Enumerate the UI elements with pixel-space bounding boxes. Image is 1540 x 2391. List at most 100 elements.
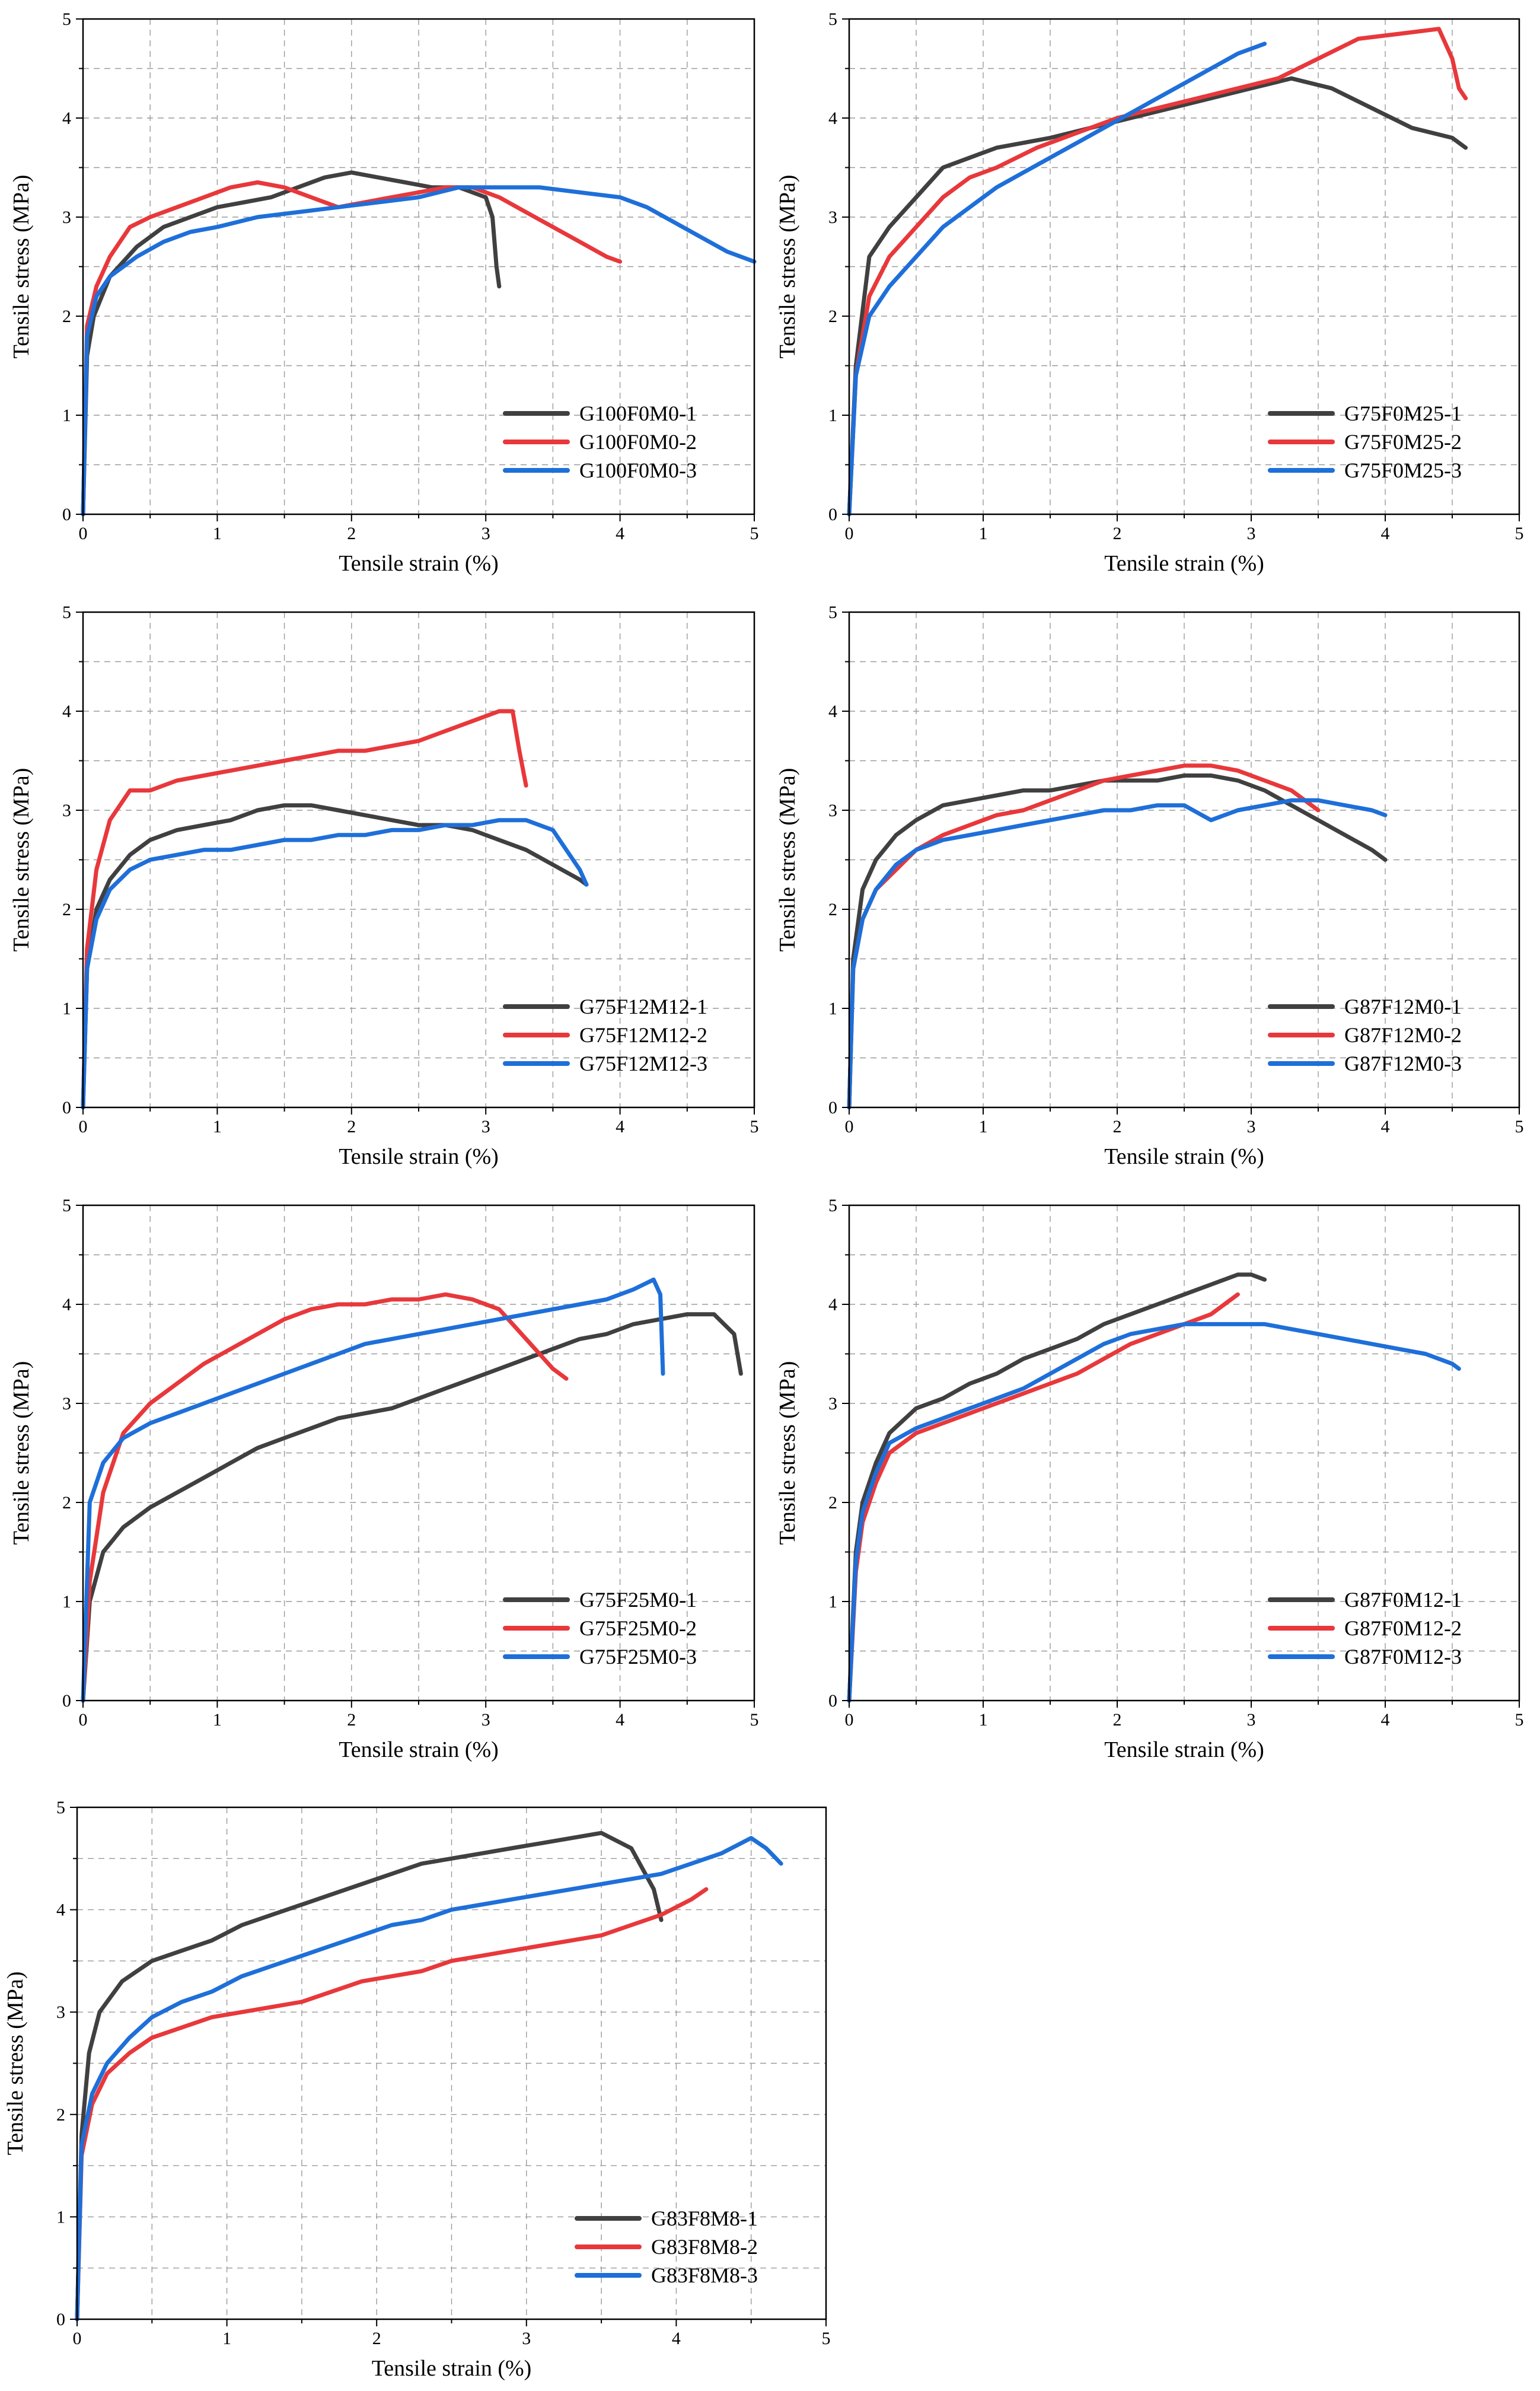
y-tick-label: 5 bbox=[828, 603, 837, 622]
y-tick-label: 2 bbox=[62, 307, 71, 326]
y-tick-label: 3 bbox=[828, 801, 837, 820]
x-tick-label: 4 bbox=[616, 1710, 624, 1730]
series-line-G83F8M8-3 bbox=[75, 1836, 783, 2322]
y-tick-label: 0 bbox=[56, 2310, 65, 2329]
x-tick-label: 1 bbox=[979, 1117, 988, 1136]
y-tick-label: 0 bbox=[62, 505, 71, 524]
y-tick-label: 1 bbox=[62, 406, 71, 425]
y-tick-label: 3 bbox=[62, 208, 71, 227]
x-tick-label: 1 bbox=[213, 524, 222, 543]
series-line-G87F12M0-1 bbox=[847, 773, 1388, 1110]
series-line-G83F8M8-2 bbox=[75, 1887, 709, 2322]
y-tick-label: 5 bbox=[62, 9, 71, 29]
series-line-G87F0M12-2 bbox=[847, 1292, 1240, 1703]
legend: G83F8M8-1 G83F8M8-2 G83F8M8-3 bbox=[575, 2207, 758, 2287]
series-line-G75F12M12-3 bbox=[81, 818, 589, 1110]
x-tick-label: 0 bbox=[79, 1117, 88, 1136]
y-axis-title: Tensile stress (MPa) bbox=[775, 1361, 800, 1545]
x-tick-label: 2 bbox=[1113, 524, 1122, 543]
x-tick-label: 3 bbox=[482, 524, 490, 543]
x-tick-label: 5 bbox=[1515, 1710, 1524, 1730]
series-line-G75F12M12-1 bbox=[81, 803, 589, 1110]
x-tick-label: 4 bbox=[1381, 1710, 1390, 1730]
y-tick-label: 1 bbox=[56, 2207, 65, 2227]
legend-label: G75F0M25-2 bbox=[1344, 430, 1462, 454]
legend-label: G83F8M8-2 bbox=[651, 2235, 758, 2259]
y-tick-label: 4 bbox=[828, 1295, 837, 1314]
x-tick-label: 5 bbox=[1515, 1117, 1524, 1136]
x-tick-label: 5 bbox=[1515, 524, 1524, 543]
legend-label: G75F25M0-1 bbox=[579, 1588, 697, 1612]
y-tick-label: 0 bbox=[62, 1691, 71, 1711]
legend-label: G100F0M0-3 bbox=[579, 459, 697, 482]
y-tick-label: 3 bbox=[62, 801, 71, 820]
y-tick-label: 1 bbox=[828, 999, 837, 1018]
chart-panel-7: 0 1 2 3 4 5 0 1 2 3 4 5 Tensile strain (%) Tensile st… bbox=[3, 1798, 831, 2381]
chart-panel-3: 0 1 2 3 4 5 0 1 2 3 4 5 Tensile strain (%) Tensile st… bbox=[9, 603, 759, 1169]
y-tick-label: 3 bbox=[62, 1394, 71, 1413]
legend-label: G87F12M0-3 bbox=[1344, 1052, 1462, 1075]
y-tick-label: 2 bbox=[62, 900, 71, 919]
legend-label: G75F25M0-3 bbox=[579, 1645, 697, 1669]
x-tick-label: 3 bbox=[1247, 1710, 1256, 1730]
y-axis-title: Tensile stress (MPa) bbox=[9, 1361, 34, 1545]
x-tick-label: 0 bbox=[79, 524, 88, 543]
series-line-G75F25M0-2 bbox=[81, 1292, 569, 1703]
x-tick-label: 4 bbox=[616, 524, 624, 543]
x-tick-label: 1 bbox=[213, 1710, 222, 1730]
y-tick-label: 4 bbox=[62, 702, 71, 721]
x-tick-label: 5 bbox=[750, 1710, 759, 1730]
x-tick-label: 0 bbox=[845, 1117, 854, 1136]
chart-panel-5: 0 1 2 3 4 5 0 1 2 3 4 5 Tensile strain (%) Tensile st… bbox=[9, 1196, 759, 1762]
x-axis-title: Tensile strain (%) bbox=[372, 2356, 532, 2381]
y-tick-label: 0 bbox=[62, 1098, 71, 1118]
x-axis-title: Tensile strain (%) bbox=[1104, 1737, 1264, 1762]
legend-label: G87F12M0-1 bbox=[1344, 995, 1462, 1018]
legend-label: G83F8M8-3 bbox=[651, 2263, 758, 2287]
x-tick-label: 2 bbox=[1113, 1710, 1122, 1730]
y-tick-label: 0 bbox=[828, 1691, 837, 1711]
y-axis-title: Tensile stress (MPa) bbox=[9, 768, 34, 952]
y-tick-label: 0 bbox=[828, 505, 837, 524]
legend-label: G75F0M25-1 bbox=[1344, 402, 1462, 425]
x-axis-title: Tensile strain (%) bbox=[339, 1737, 499, 1762]
legend-label: G100F0M0-2 bbox=[579, 430, 697, 454]
series-line-G83F8M8-1 bbox=[75, 1830, 664, 2322]
legend-label: G75F25M0-2 bbox=[579, 1616, 697, 1640]
y-tick-label: 1 bbox=[828, 1592, 837, 1612]
y-tick-label: 1 bbox=[62, 999, 71, 1018]
y-tick-label: 5 bbox=[828, 9, 837, 29]
y-tick-label: 4 bbox=[828, 109, 837, 128]
x-tick-label: 0 bbox=[845, 1710, 854, 1730]
y-tick-label: 5 bbox=[56, 1798, 65, 1817]
x-tick-label: 2 bbox=[372, 2329, 381, 2348]
series-line-G87F0M12-3 bbox=[847, 1322, 1461, 1703]
y-tick-label: 2 bbox=[62, 1493, 71, 1513]
series-line-G100F0M0-1 bbox=[81, 170, 502, 517]
series-line-G100F0M0-2 bbox=[81, 180, 623, 517]
legend: G75F25M0-1 G75F25M0-2 G75F25M0-3 bbox=[503, 1588, 697, 1669]
x-tick-label: 3 bbox=[1247, 524, 1256, 543]
y-tick-label: 3 bbox=[828, 208, 837, 227]
y-tick-label: 5 bbox=[62, 1196, 71, 1215]
x-tick-label: 2 bbox=[347, 1710, 356, 1730]
legend-label: G75F12M12-3 bbox=[579, 1052, 707, 1075]
legend-label: G83F8M8-1 bbox=[651, 2207, 758, 2230]
series-line-G75F0M25-2 bbox=[847, 27, 1468, 517]
y-tick-label: 2 bbox=[828, 1493, 837, 1513]
x-tick-label: 2 bbox=[1113, 1117, 1122, 1136]
series-line-G100F0M0-3 bbox=[81, 185, 757, 517]
y-tick-label: 3 bbox=[828, 1394, 837, 1413]
chart-panel-4: 0 1 2 3 4 5 0 1 2 3 4 5 Tensile strain (%) Tensile st… bbox=[775, 603, 1524, 1169]
x-tick-label: 5 bbox=[750, 524, 759, 543]
y-tick-label: 1 bbox=[62, 1592, 71, 1612]
legend: G75F12M12-1 G75F12M12-2 G75F12M12-3 bbox=[503, 995, 707, 1075]
y-tick-label: 4 bbox=[62, 109, 71, 128]
y-tick-label: 5 bbox=[828, 1196, 837, 1215]
series-line-G75F25M0-1 bbox=[81, 1312, 743, 1703]
x-tick-label: 3 bbox=[522, 2329, 531, 2348]
y-tick-label: 2 bbox=[828, 900, 837, 919]
legend: G87F12M0-1 G87F12M0-2 G87F12M0-3 bbox=[1268, 995, 1462, 1075]
x-tick-label: 0 bbox=[73, 2329, 82, 2348]
